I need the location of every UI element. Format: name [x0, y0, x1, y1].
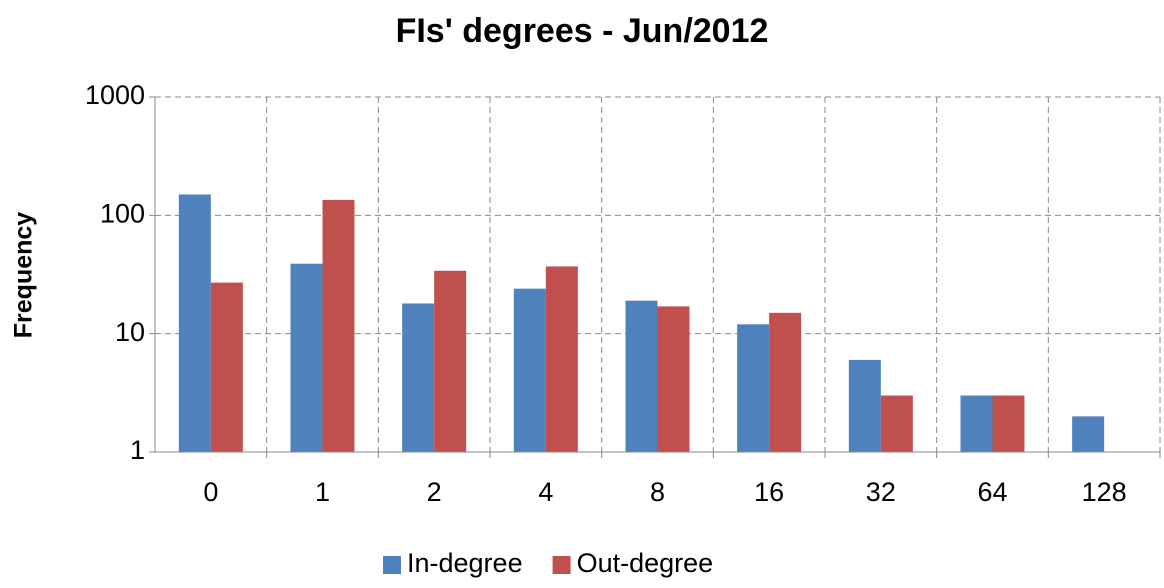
- y-axis-label: Frequency: [10, 212, 38, 339]
- x-tick-label: 1: [315, 477, 330, 507]
- bar: [625, 300, 658, 452]
- bar: [434, 270, 467, 452]
- legend-swatch: [383, 556, 401, 574]
- bar: [513, 288, 546, 452]
- y-tick-label: 1000: [85, 80, 145, 110]
- x-tick-label: 64: [977, 477, 1007, 507]
- bar: [178, 194, 211, 453]
- bar: [290, 263, 323, 452]
- bar: [1072, 416, 1105, 452]
- bar: [992, 395, 1025, 452]
- bar: [402, 303, 435, 452]
- bar: [848, 359, 881, 452]
- x-tick-label: 16: [754, 477, 784, 507]
- bar: [210, 282, 243, 452]
- x-tick-label: 128: [1082, 477, 1127, 507]
- bar: [657, 306, 690, 452]
- x-tick-label: 32: [866, 477, 896, 507]
- x-tick-label: 8: [650, 477, 665, 507]
- bar: [322, 199, 355, 452]
- x-tick-label: 0: [203, 477, 218, 507]
- bar: [737, 324, 770, 452]
- y-tick-label: 100: [100, 198, 145, 228]
- chart-title: FIs' degrees - Jun/2012: [396, 12, 769, 50]
- bar: [769, 312, 802, 452]
- y-tick-label: 10: [115, 317, 145, 347]
- bar: [960, 395, 993, 452]
- x-tick-label: 4: [538, 477, 553, 507]
- legend-swatch: [552, 556, 571, 574]
- bar: [545, 266, 578, 452]
- bar: [880, 395, 913, 452]
- legend-label: In-degree: [407, 548, 523, 578]
- x-tick-label: 2: [427, 477, 442, 507]
- legend-label: Out-degree: [577, 548, 714, 578]
- y-tick-label: 1: [130, 435, 145, 465]
